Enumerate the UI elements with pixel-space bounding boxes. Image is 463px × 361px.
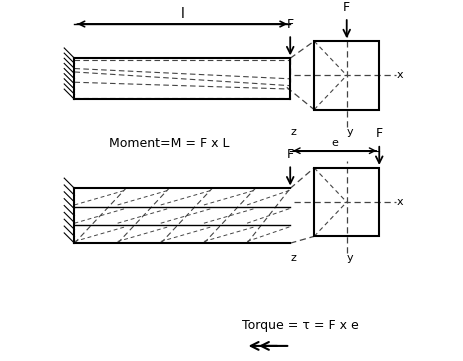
Text: F: F xyxy=(286,148,293,161)
Bar xyxy=(313,41,378,110)
Text: F: F xyxy=(343,1,350,14)
Text: x: x xyxy=(395,197,402,207)
Text: x: x xyxy=(395,70,402,81)
Text: Torque = τ = F x e: Torque = τ = F x e xyxy=(242,319,358,332)
Text: z: z xyxy=(290,127,296,137)
Text: e: e xyxy=(331,138,338,148)
Text: l: l xyxy=(180,6,184,21)
Text: y: y xyxy=(346,253,353,264)
Bar xyxy=(313,168,378,236)
Text: Moment=M = F x L: Moment=M = F x L xyxy=(108,138,229,151)
Text: F: F xyxy=(375,127,382,140)
Text: F: F xyxy=(286,18,293,31)
Text: z: z xyxy=(290,253,296,264)
Text: y: y xyxy=(346,127,353,137)
